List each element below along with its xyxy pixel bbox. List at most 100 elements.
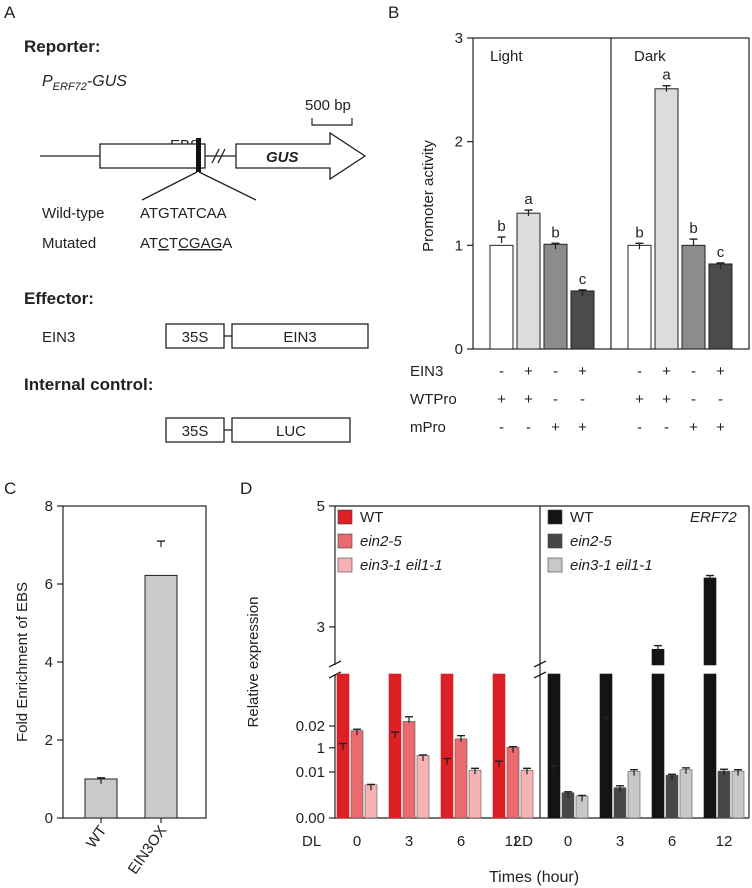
- panel-d-xtick-label: 12: [716, 833, 733, 850]
- panel-d-ytick-label: 1: [317, 740, 325, 757]
- gus-label: GUS: [266, 149, 299, 166]
- break-mark-2: [217, 148, 226, 164]
- panel-b-sign: +: [578, 419, 587, 436]
- effector-gene-label: EIN3: [283, 329, 316, 346]
- wildtype-label: Wild-type: [42, 205, 105, 222]
- gus-arrow: [235, 131, 367, 181]
- panel-b-bar: [489, 244, 514, 350]
- panel-b-sign: -: [553, 391, 558, 408]
- panel-d-group-label: LD: [514, 833, 533, 850]
- effector-gene-box: [231, 323, 369, 349]
- panel-b-group-label: Dark: [634, 48, 666, 65]
- ebs-marker: [196, 138, 201, 172]
- panel-b-bar: [708, 263, 733, 350]
- panel-b-sign: +: [716, 419, 725, 436]
- panel-d-legend-swatch: [337, 509, 353, 525]
- panel-b-row-label: EIN3: [410, 363, 443, 380]
- panel-d-ytick-label: 0.00: [296, 810, 325, 827]
- control-gene-label: LUC: [276, 423, 306, 440]
- panel-c-xtick-label: WT: [83, 823, 110, 852]
- panel-b-sign: -: [499, 363, 504, 380]
- panel-d-group-label: DL: [302, 833, 321, 850]
- panel-b-significance-letter: b: [497, 218, 505, 235]
- panel-d-chart: 1 3 5 0.00 0.01 0.02 Relative expression WT ein2…: [245, 498, 750, 886]
- panel-d-ylabel: Relative expression: [245, 597, 262, 728]
- effector-name: EIN3: [42, 329, 75, 346]
- internal-control-title: Internal control:: [24, 375, 153, 394]
- panel-d-bar-lower: [703, 673, 717, 819]
- panel-b-sign: +: [524, 363, 533, 380]
- panel-d-bar-lower: [492, 673, 506, 819]
- effector-promoter-label: 35S: [182, 329, 209, 346]
- panel-b-sign: +: [497, 391, 506, 408]
- control-promoter-box: [165, 417, 225, 443]
- panel-d-xtick-label: 3: [405, 833, 413, 850]
- panel-d-ytick-label: 3: [317, 619, 325, 636]
- panel-d-ytick-label: 0.02: [296, 718, 325, 735]
- panel-b-bar: [543, 243, 568, 350]
- panel-d-legend-swatch: [337, 533, 353, 549]
- panel-d-ytick-label: 5: [317, 498, 325, 515]
- panel-b-sign: +: [662, 391, 671, 408]
- reporter-construct-name: PERF72-GUS: [42, 73, 127, 93]
- panel-b-sign: +: [524, 391, 533, 408]
- panel-b-significance-letter: a: [662, 67, 671, 84]
- panel-c-frame: [62, 505, 207, 819]
- panel-b-sign: -: [553, 363, 558, 380]
- panel-b-sign: +: [689, 419, 698, 436]
- panel-b-bar: [681, 244, 706, 350]
- panel-b-sign: +: [578, 363, 587, 380]
- panel-d-xtick-label: 6: [457, 833, 465, 850]
- panel-d-bar-lower: [547, 673, 561, 819]
- panel-b-sign: +: [635, 391, 644, 408]
- panel-d-xtick-label: 3: [616, 833, 624, 850]
- panel-d-legend-swatch: [547, 509, 563, 525]
- panel-c-ytick-label: 2: [45, 732, 53, 749]
- panel-b-sign: -: [718, 391, 723, 408]
- panel-b-sign: +: [551, 419, 560, 436]
- panel-d-legend-label: ein2-5: [570, 533, 612, 550]
- panel-d-bar: [454, 738, 468, 819]
- panel-b-ylabel: Promoter activity: [420, 140, 437, 252]
- wildtype-sequence: ATGTATCAA: [140, 205, 227, 222]
- panel-b-sign: -: [637, 363, 642, 380]
- panel-d-legend-swatch: [547, 533, 563, 549]
- break-mark-1: [211, 148, 220, 164]
- panel-d-legend-label: ein2-5: [360, 533, 402, 550]
- panel-b-sign: -: [580, 391, 585, 408]
- panel-d-bar: [350, 730, 364, 819]
- panel-d-bar: [506, 746, 520, 819]
- control-gene-box: [231, 417, 351, 443]
- panel-d-xlabel: Times (hour): [489, 869, 579, 886]
- panel-b-significance-letter: c: [579, 271, 587, 288]
- panel-d-ytick-label: 0.01: [296, 764, 325, 781]
- panel-b-significance-letter: b: [551, 224, 559, 241]
- panel-d-legend-label: ein3-1 eil1-1: [360, 557, 443, 574]
- panel-d-axis-break-mark: [328, 660, 342, 668]
- panel-b-row-label: mPro: [410, 419, 446, 436]
- zoom-line-right: [198, 171, 257, 201]
- panel-d-bar: [717, 770, 731, 819]
- panel-b-bar: [516, 212, 541, 350]
- panel-b-sign: -: [664, 419, 669, 436]
- panel-c-xtick-label: EIN3OX: [125, 823, 170, 878]
- panel-b-row-label: WTPro: [410, 391, 457, 408]
- panel-b-sign: -: [691, 391, 696, 408]
- reporter-title: Reporter:: [24, 37, 101, 56]
- panel-c-bar: [144, 574, 178, 819]
- panel-d-bar-lower: [599, 673, 613, 819]
- panel-d-letter: D: [240, 479, 252, 498]
- panel-b-significance-letter: c: [717, 244, 725, 261]
- panel-d-gene-label: ERF72: [690, 509, 737, 526]
- panel-d-bar: [613, 787, 627, 819]
- panel-d-bar-lower: [651, 673, 665, 819]
- panel-d-xtick-label: 12: [505, 833, 522, 850]
- panel-d-bar: [731, 770, 745, 819]
- panel-b-significance-letter: a: [524, 191, 533, 208]
- panel-c-ylabel: Fold Enrichment of EBS: [14, 582, 31, 742]
- panel-d-axis-break-mark: [328, 671, 342, 679]
- panel-d-legend-label: WT: [570, 509, 593, 526]
- panel-d-bar-upper: [703, 577, 717, 666]
- panel-b-sign: -: [637, 419, 642, 436]
- scale-bar: [311, 118, 353, 126]
